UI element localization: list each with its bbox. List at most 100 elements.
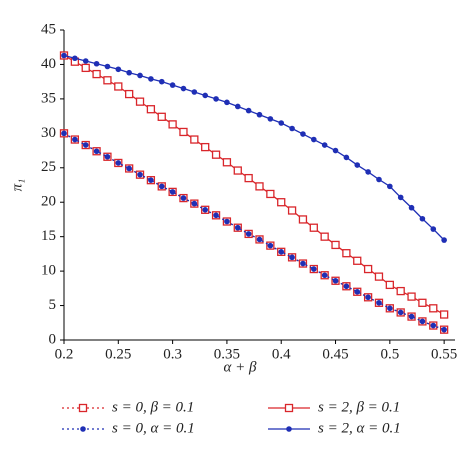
marker	[408, 204, 415, 211]
x-tick-label: 0.3	[163, 346, 182, 362]
marker	[180, 195, 187, 201]
marker	[267, 116, 274, 122]
marker	[81, 63, 90, 73]
y-tick-label: 15	[41, 228, 56, 244]
marker	[103, 76, 112, 85]
marker	[354, 162, 361, 168]
marker	[439, 310, 449, 319]
marker	[148, 177, 154, 183]
marker	[300, 131, 306, 137]
x-tick-label: 0.2	[55, 346, 74, 362]
marker	[179, 127, 188, 137]
marker	[233, 166, 242, 175]
legend-label: s = 2, β = 0.1	[318, 399, 400, 415]
x-tick-label: 0.55	[431, 346, 457, 362]
marker	[332, 147, 339, 154]
y-tick-label: 35	[41, 90, 56, 106]
marker	[82, 142, 89, 148]
marker	[93, 148, 100, 155]
marker	[256, 111, 263, 118]
marker	[298, 215, 308, 224]
marker	[137, 72, 143, 79]
y-tick-label: 20	[41, 194, 56, 210]
marker	[256, 236, 263, 243]
marker	[321, 272, 328, 279]
marker	[343, 283, 350, 290]
series-line	[63, 132, 445, 331]
marker	[387, 183, 393, 190]
marker	[72, 136, 78, 143]
marker	[419, 215, 426, 222]
marker	[61, 52, 67, 59]
marker	[115, 66, 122, 73]
marker	[158, 78, 165, 85]
marker	[222, 158, 232, 167]
marker	[408, 313, 415, 320]
marker	[396, 286, 405, 296]
legend-label: s = 2, α = 0.1	[318, 420, 401, 436]
marker	[202, 92, 208, 99]
marker	[255, 182, 264, 191]
marker	[387, 305, 393, 312]
x-tick-label: 0.4	[272, 346, 291, 362]
x-tick-label: 0.5	[380, 346, 399, 362]
y-tick-label: 0	[49, 331, 57, 347]
marker	[289, 254, 295, 261]
marker	[168, 120, 177, 129]
marker	[114, 82, 123, 91]
marker	[429, 304, 438, 313]
marker	[320, 232, 329, 241]
y-tick-label: 5	[49, 297, 57, 313]
marker	[201, 142, 210, 152]
marker	[287, 206, 297, 215]
y-tick-label: 10	[41, 263, 56, 279]
marker	[332, 277, 339, 284]
marker	[224, 99, 230, 106]
x-tick-label: 0.25	[105, 346, 131, 362]
legend-marker	[284, 403, 294, 413]
marker	[353, 256, 362, 265]
marker	[354, 288, 361, 295]
marker	[169, 189, 176, 195]
marker	[300, 260, 306, 267]
marker	[104, 153, 111, 160]
marker	[311, 266, 317, 272]
marker	[407, 292, 416, 301]
marker	[137, 171, 143, 178]
marker	[321, 142, 328, 148]
legend-label: s = 0, α = 0.1	[112, 420, 195, 436]
y-axis-label: π₁	[9, 179, 25, 192]
marker	[430, 226, 437, 232]
marker	[180, 85, 187, 92]
marker	[104, 63, 111, 70]
marker	[169, 82, 176, 88]
marker	[342, 249, 351, 258]
marker	[211, 150, 221, 159]
marker	[331, 240, 340, 250]
marker	[234, 103, 241, 110]
marker	[245, 107, 252, 114]
y-tick-label: 25	[41, 159, 56, 175]
marker	[93, 60, 100, 67]
marker	[191, 89, 198, 95]
marker	[234, 224, 241, 231]
marker	[135, 97, 145, 106]
y-tick-label: 30	[41, 125, 56, 141]
marker	[441, 237, 447, 243]
marker	[278, 120, 285, 126]
marker	[245, 231, 252, 237]
marker	[385, 280, 394, 290]
legend-marker	[80, 426, 86, 432]
marker	[213, 96, 219, 102]
marker	[213, 212, 219, 219]
marker	[115, 160, 122, 166]
marker	[430, 322, 437, 329]
marker	[224, 218, 230, 225]
marker	[376, 176, 382, 183]
marker	[441, 326, 447, 333]
marker	[158, 183, 165, 190]
legend-marker	[286, 426, 292, 432]
marker	[82, 58, 89, 64]
marker	[419, 318, 426, 325]
